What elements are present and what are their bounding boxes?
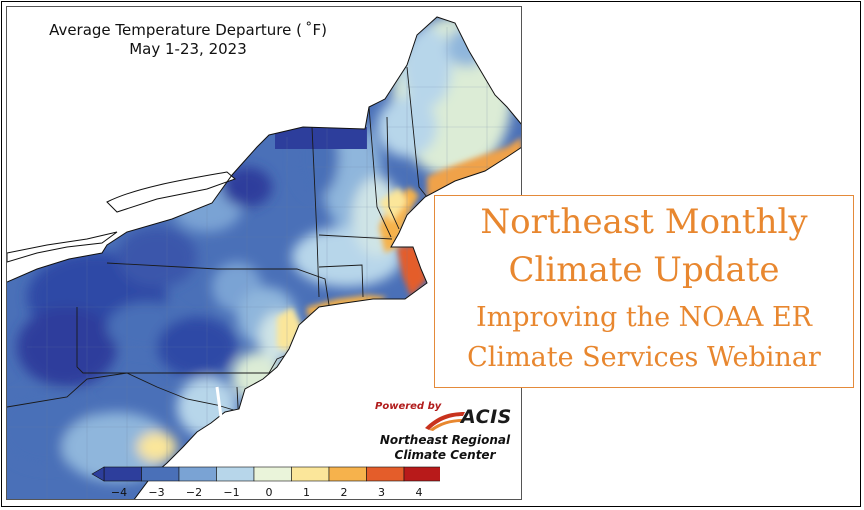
map-title-line1: Average Temperature Departure ( ˚F) — [49, 21, 327, 39]
map-title: Average Temperature Departure ( ˚F) May … — [7, 21, 369, 59]
colorbar-tick-label: −2 — [185, 486, 203, 499]
colorbar-tick-label: 1 — [303, 486, 310, 499]
powered-by-label: Powered by — [375, 401, 442, 412]
colorbar-segment — [103, 466, 142, 482]
colorbar-tick-label: −4 — [110, 486, 128, 499]
acis-swoosh-icon — [425, 412, 465, 431]
headline-line2: Climate Update — [508, 250, 780, 290]
temperature-colorbar — [91, 466, 440, 482]
headline-line3: Improving the NOAA ER — [475, 302, 813, 333]
colorbar-segment — [291, 466, 330, 482]
headline-line4: Climate Services Webinar — [467, 342, 821, 373]
colorbar-segment — [253, 466, 292, 482]
colorbar-tick-label: −3 — [148, 486, 165, 499]
colorbar-tick-label: 2 — [340, 486, 348, 499]
webinar-title-box: Northeast Monthly Climate Update Improvi… — [434, 195, 854, 388]
colorbar-segment — [403, 466, 440, 482]
acis-logo-block: Powered by ACIS Northeast Regional Clima… — [369, 400, 521, 468]
colorbar-segment — [366, 466, 405, 482]
colorbar-segment — [141, 466, 180, 482]
acis-logo-text: ACIS — [461, 406, 512, 428]
colorbar-tick-label: 3 — [378, 486, 385, 499]
colorbar-tick-label: −1 — [223, 486, 240, 499]
colorbar-tick-label: 4 — [415, 486, 423, 499]
nrcc-name-line2: Climate Center — [394, 448, 496, 462]
colorbar-tick-label: 0 — [265, 486, 273, 499]
colorbar-segment — [216, 466, 255, 482]
colorbar-segment — [178, 466, 217, 482]
map-title-line2: May 1-23, 2023 — [129, 40, 247, 58]
colorbar-min-arrow — [91, 466, 105, 482]
nrcc-name-line1: Northeast Regional — [379, 433, 511, 447]
colorbar-segment — [328, 466, 367, 482]
headline-line1: Northeast Monthly — [480, 202, 808, 242]
